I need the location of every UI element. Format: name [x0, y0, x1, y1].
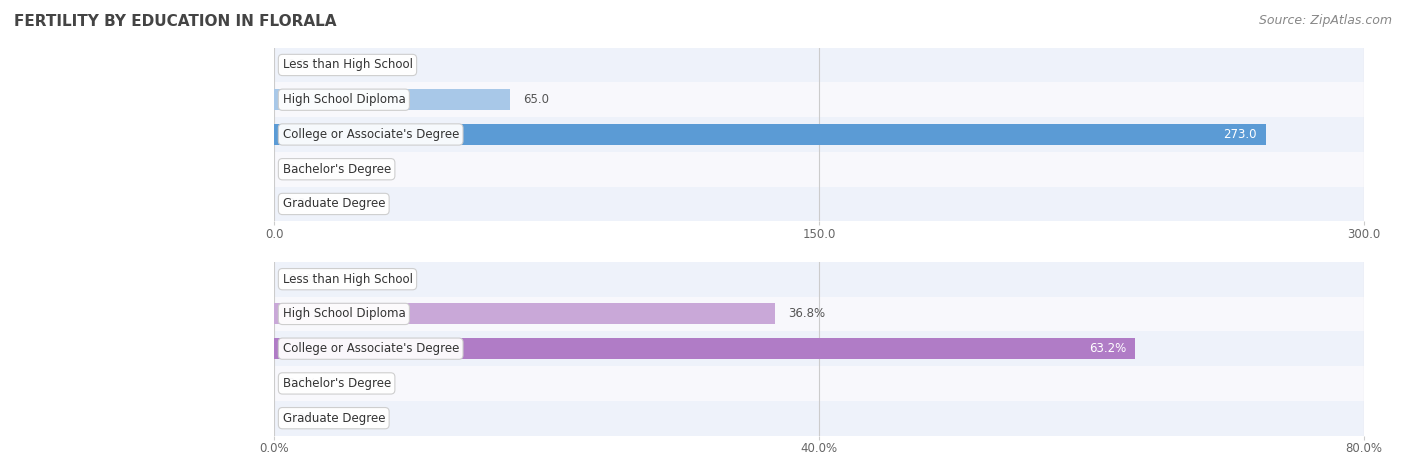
Bar — [274, 48, 1364, 82]
Bar — [274, 401, 1364, 436]
Text: 0.0%: 0.0% — [287, 377, 316, 390]
Text: 0.0: 0.0 — [287, 163, 305, 176]
Bar — [274, 297, 1364, 331]
Text: Bachelor's Degree: Bachelor's Degree — [283, 163, 391, 176]
Bar — [274, 338, 1135, 359]
Text: College or Associate's Degree: College or Associate's Degree — [283, 342, 458, 355]
Bar — [274, 82, 1364, 117]
Text: College or Associate's Degree: College or Associate's Degree — [283, 128, 458, 141]
Bar — [274, 152, 1364, 187]
Bar — [274, 117, 1364, 152]
Text: High School Diploma: High School Diploma — [283, 307, 405, 320]
Text: 0.0%: 0.0% — [287, 412, 316, 425]
Bar — [274, 366, 1364, 401]
Text: 273.0: 273.0 — [1223, 128, 1257, 141]
Text: 36.8%: 36.8% — [789, 307, 825, 320]
Text: Less than High School: Less than High School — [283, 59, 412, 71]
Bar — [274, 304, 776, 324]
Bar — [274, 262, 1364, 297]
Bar — [274, 89, 510, 110]
Text: 0.0%: 0.0% — [287, 273, 316, 286]
Text: 0.0: 0.0 — [287, 198, 305, 210]
Text: Graduate Degree: Graduate Degree — [283, 198, 385, 210]
Text: Less than High School: Less than High School — [283, 273, 412, 286]
Text: 0.0: 0.0 — [287, 59, 305, 71]
Text: Graduate Degree: Graduate Degree — [283, 412, 385, 425]
Text: Bachelor's Degree: Bachelor's Degree — [283, 377, 391, 390]
Bar — [274, 187, 1364, 221]
Text: FERTILITY BY EDUCATION IN FLORALA: FERTILITY BY EDUCATION IN FLORALA — [14, 14, 336, 30]
Bar — [274, 331, 1364, 366]
Text: 63.2%: 63.2% — [1090, 342, 1126, 355]
Text: High School Diploma: High School Diploma — [283, 93, 405, 106]
Text: Source: ZipAtlas.com: Source: ZipAtlas.com — [1258, 14, 1392, 27]
Bar — [274, 124, 1265, 145]
Text: 65.0: 65.0 — [523, 93, 550, 106]
